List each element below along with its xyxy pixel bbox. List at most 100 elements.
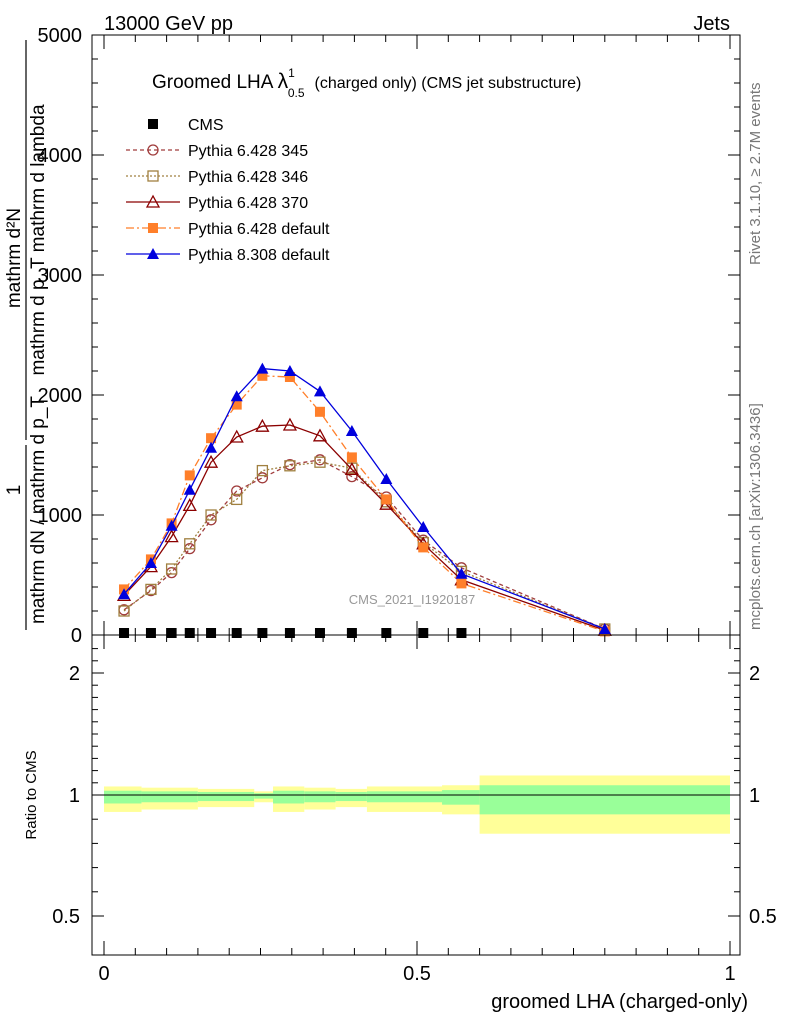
series-5-point [205,441,218,453]
series-4-point [184,470,195,481]
series-2-point [256,464,269,477]
series-0-point [314,628,325,638]
main-y-tick-label: 3000 [38,265,83,287]
ratio-inner-band [442,790,480,805]
title-prefix: Groomed LHA [152,72,278,93]
legend-label: Pythia 6.428 346 [188,169,308,186]
series-4-point [456,578,467,589]
ratio-bands [104,775,730,834]
legend-label: Pythia 6.428 default [188,221,330,238]
ratio-y-ticks: 0.5 0.5 1 1 2 2 [52,648,777,928]
series-5-point [144,557,157,568]
main-series [116,362,612,638]
legend-marker [148,223,158,233]
series-4-point [257,370,268,381]
legend-marker [147,144,159,156]
series-0-point [346,628,357,638]
series-5-point [165,519,178,531]
series-2-point [184,538,196,550]
series-0-point [145,628,156,638]
legend-label: Pythia 6.428 370 [188,195,308,212]
series-5-point [380,473,393,484]
series-2-point [231,493,243,506]
main-y-tick-label: 5000 [38,25,83,47]
ratio-inner-band [141,791,198,803]
ratio-x-tick-label: 0.5 [403,963,431,985]
series-2-point [205,509,217,521]
series-0-point [206,628,217,638]
header-right: Jets [693,13,730,35]
mcplots-label: mcplots.cern.ch [arXiv:1306.3436] [747,403,764,630]
series-3-point [182,498,197,512]
legend-marker [147,170,159,182]
series-1-point [231,485,243,497]
y-label-lower-denominator: mathrm dN / mathrm d p_T [28,396,49,624]
series-4-point [231,399,242,410]
series-5-point [455,567,468,579]
ratio-inner-band [479,785,730,815]
ratio-y-tick-label-right: 0.5 [749,906,777,928]
title-subscript: 0.5 [288,86,305,100]
series-0-point [381,628,392,638]
series-0-point [456,628,467,638]
series-0-point [257,628,268,638]
main-y-tick-label: 1000 [38,505,83,527]
series-line-5 [123,367,606,630]
legend-marker [145,194,161,208]
ratio-x-tick-label: 1 [724,963,735,985]
series-4-point [418,542,429,553]
series-1-point [165,566,178,579]
x-axis-label: groomed LHA (charged-only) [491,991,748,1013]
title-superscript: 1 [288,66,295,80]
series-3-point [312,428,328,442]
watermark: CMS_2021_I1920187 [349,592,476,607]
ratio-inner-band [366,791,443,803]
ratio-inner-band [304,791,336,803]
ratio-y-tick-label-right: 2 [749,663,760,685]
series-5-point [230,390,243,402]
series-0-point [184,628,195,638]
header-left: 13000 GeV pp [104,13,233,35]
y-label-numerator: mathrm d²N [4,208,25,308]
series-line-3 [123,424,606,631]
series-4-point [346,452,357,463]
legend-marker [147,248,159,259]
series-2-point [118,605,130,617]
y-label-denominator: mathrm d p_T mathrm d lambda [28,104,49,375]
series-1-point [256,472,269,484]
series-4-point [284,372,295,382]
series-0-point [418,628,429,638]
series-3-point [255,418,270,432]
ratio-inner-band [335,791,367,802]
series-3-point [164,529,179,543]
series-5-point [313,385,326,397]
series-0-point [119,628,130,638]
series-5-point [598,623,611,634]
series-2-point [165,563,178,575]
series-2-point [145,583,157,596]
title-suffix: (charged only) (CMS jet substructure) [315,75,582,92]
title-symbol: λ [278,70,289,93]
series-5-point [183,483,196,495]
ratio-inner-band [273,790,305,804]
series-4-point [314,406,325,417]
series-0-point [166,628,177,638]
series-4-point [206,433,217,444]
main-y-label: mathrm d²N mathrm d p_T mathrm d lambda … [4,40,49,630]
series-0-point [231,628,242,638]
series-0-point [284,628,295,638]
legend-label: Pythia 6.428 345 [188,143,308,160]
series-4-point [381,494,392,505]
main-y-tick-label: 4000 [38,145,83,167]
legend-label: Pythia 8.308 default [188,247,330,264]
ratio-y-label: Ratio to CMS [23,750,40,839]
legend: CMS Pythia 6.428 345 Pythia 6.428 346 Pythi… [126,117,330,264]
series-3-point [229,429,244,443]
ratio-x-tick-label: 0 [98,963,109,985]
series-5-point [345,425,358,436]
main-y-tick-label: 0 [71,625,82,647]
ratio-inner-band [254,793,274,799]
series-5-point [417,521,430,532]
ratio-y-tick-label: 0.5 [52,906,80,928]
